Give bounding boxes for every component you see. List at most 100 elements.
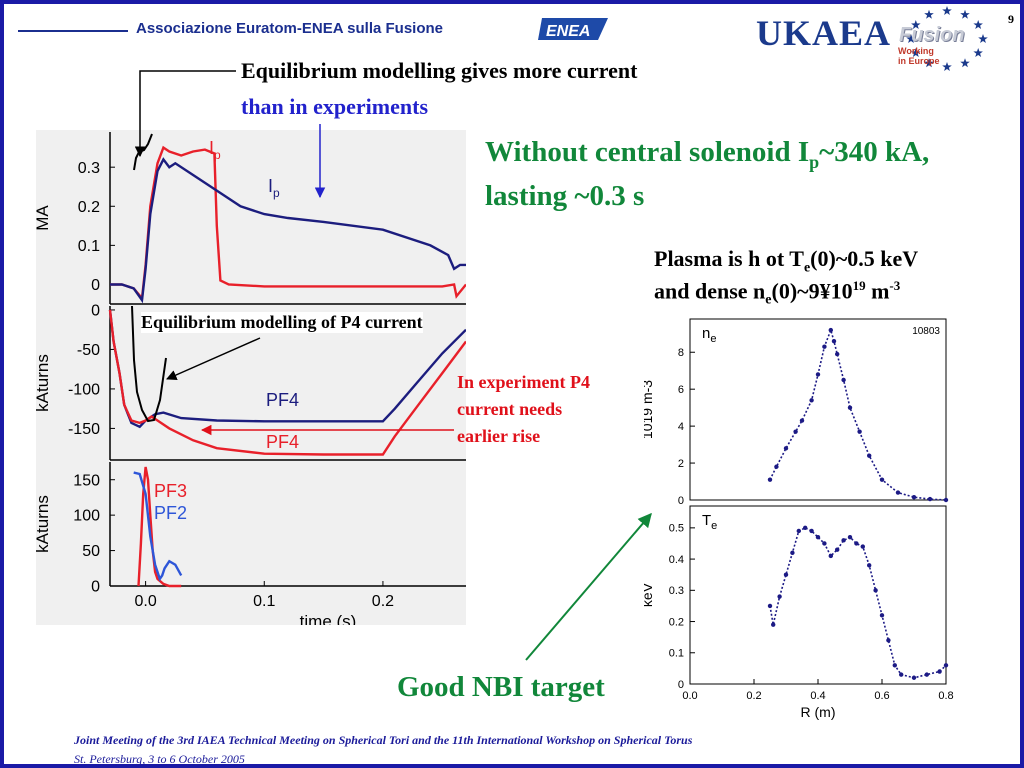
panel-2-ytick-label-3: 150	[73, 472, 100, 489]
arrow-equilibrium-more	[134, 70, 236, 158]
panel-2-ytick-label-0: 0	[91, 579, 100, 596]
plasma-b-sub: e	[765, 292, 772, 308]
legend-pf4-red: PF4	[266, 432, 299, 452]
plasma-line2: and dense ne(0)~9¥1019 m-3	[654, 278, 900, 309]
panel-1-ytick-label-0: 0	[91, 303, 100, 320]
eq-more-line2: than in experiments	[241, 94, 428, 119]
panel-4-ytick-label-5: 0.5	[669, 523, 684, 535]
plasma-b-sup: 19	[852, 278, 866, 293]
eu-star-2	[960, 58, 970, 68]
panel-2-xtick-label-1: 0.1	[253, 593, 275, 610]
panel-0-ytick-label-2: 0.2	[78, 199, 100, 216]
panel-4-series-0-point-23	[924, 672, 929, 677]
panel-4-ytick-label-0: 0	[678, 679, 684, 691]
panel-4-xtick-label-1: 0.2	[746, 690, 761, 702]
eu-star-11	[973, 20, 983, 29]
panel-3-ytick-label-3: 6	[678, 384, 684, 396]
headline-line1: Without central solenoid Ip~340 kA,	[485, 136, 929, 173]
panel-4-xlabel: R (m)	[801, 704, 836, 720]
panel-2-ytick-label-1: 50	[82, 543, 100, 560]
eu-star-5	[911, 48, 921, 57]
arrow-nbi	[525, 512, 652, 661]
panel-3-series-0-trace	[769, 327, 947, 501]
nbi-label: Good NBI target	[397, 671, 605, 703]
eu-star-4	[924, 58, 934, 68]
eu-star-9	[942, 6, 952, 15]
headline-sub: p	[809, 151, 820, 172]
enea-logo-text: ENEA	[546, 23, 590, 40]
panel-4-xtick-label-0: 0.0	[682, 690, 697, 702]
eu-star-8	[924, 9, 934, 19]
association-title: Associazione Euratom-ENEA sulla Fusione	[136, 20, 444, 37]
eu-star-1	[973, 48, 983, 57]
plasma-b-unit-sup: -3	[889, 278, 901, 293]
panel-0-ylabel: MA	[36, 205, 52, 231]
panel-1-ytick-label-3: -150	[68, 421, 100, 438]
panel-4-ytick-label-1: 0.1	[669, 648, 684, 660]
panel-2-series-1-line	[133, 471, 183, 582]
panel-4-series-0-point-1	[771, 622, 776, 627]
plasma-b: and dense n	[654, 278, 766, 304]
panel-3-series-0-point-11	[841, 377, 846, 383]
panel-4-series-0-point-25	[943, 663, 949, 668]
panel-3-frame	[689, 318, 947, 501]
panel-3-ytick-label-4: 8	[678, 347, 684, 359]
plasma-b-mid: (0)~9¥10	[771, 278, 853, 304]
legend-ip-blue-sub: p	[273, 186, 280, 200]
panel-1-series-1-line	[108, 309, 466, 456]
panel-2-series-0-line	[137, 466, 182, 588]
panel-3-series-0-point-12	[847, 405, 853, 410]
working-text: Working	[898, 46, 934, 56]
exp-p4-line3: earlier rise	[457, 426, 541, 446]
panel-4-ytick-label-4: 0.4	[669, 554, 684, 566]
panel-2-ytick-label-2: 100	[73, 508, 100, 525]
panel-ne-label-sub: e	[710, 333, 716, 345]
panel-4-ytick-label-3: 0.3	[669, 585, 684, 597]
legend-ip-red-sub: p	[214, 148, 221, 162]
page-number: 9	[1008, 12, 1014, 26]
arrow-p4-equilibrium	[166, 337, 261, 380]
panel-2-xlabel: time (s)	[300, 612, 357, 625]
exp-p4-line2: current needs	[457, 399, 563, 419]
eq-p4-label: Equilibrium modelling of P4 current	[141, 312, 423, 333]
panel-0-ytick-label-0: 0	[91, 277, 100, 294]
eu-star-10	[960, 9, 970, 19]
panel-1-ylabel: kAturns	[36, 354, 52, 412]
legend-pf3: PF3	[154, 481, 187, 501]
panel-3-ytick-label-0: 0	[678, 495, 684, 507]
panel-2-xtick-label-2: 0.2	[372, 593, 394, 610]
plasma-line1: Plasma is h ot Te(0)~0.5 keV	[654, 246, 918, 276]
eu-star-6	[906, 34, 916, 43]
plasma-a: Plasma is h ot T	[654, 246, 804, 271]
panel-0-ytick-label-3: 0.3	[78, 160, 100, 177]
plasma-a-end: (0)~0.5 keV	[810, 246, 919, 271]
plasma-a-sub: e	[803, 260, 811, 276]
panel-1-ytick-label-2: -100	[68, 382, 100, 399]
panel-3-ytick-label-2: 4	[678, 421, 684, 433]
panel-0-series-1-line	[110, 157, 466, 304]
panel-4-ylabel: keV	[644, 582, 655, 607]
left-plots: 0 0.1 0.2 0.3 MA 0 -50 -100 -150 kAturns 0 50 100 150…	[36, 130, 466, 625]
panel-1-ytick-label-1: -50	[77, 342, 100, 359]
panel-3-series-0-point-19	[943, 497, 949, 503]
panel-te-label-sub: e	[711, 520, 717, 532]
panel-3-series-0-point-10	[835, 351, 840, 357]
enea-logo: ENEA	[538, 18, 608, 40]
fusion-logo: Fusion	[899, 24, 965, 46]
working-in-europe: Working in Europe	[898, 46, 940, 66]
footer-meeting: Joint Meeting of the 3rd IAEA Technical …	[74, 733, 693, 747]
enea-logo-shape	[538, 18, 608, 40]
headline-part2: ~340 kA,	[819, 136, 930, 168]
eq-more-line1: Equilibrium modelling gives more current	[241, 58, 638, 83]
header-rule	[18, 30, 128, 32]
legend-pf2: PF2	[154, 503, 187, 523]
eu-star-3	[942, 62, 952, 71]
panel-0-ytick-label-1: 0.1	[78, 238, 100, 255]
panel-4-xtick-label-4: 0.8	[938, 690, 953, 702]
plasma-b-unit: m	[865, 278, 890, 304]
exp-p4-label: In experiment P4 current needs earlier r…	[457, 369, 590, 450]
right-plots: 0 2 4 6 8 1019 m-3 0 0.1 0.2 0.3 0.4 0.5 0.0 0.2 0.4 0.…	[644, 318, 954, 720]
equilibrium-pf4-curve	[131, 305, 167, 423]
panel-3-ylabel: 1019 m-3	[644, 380, 655, 439]
